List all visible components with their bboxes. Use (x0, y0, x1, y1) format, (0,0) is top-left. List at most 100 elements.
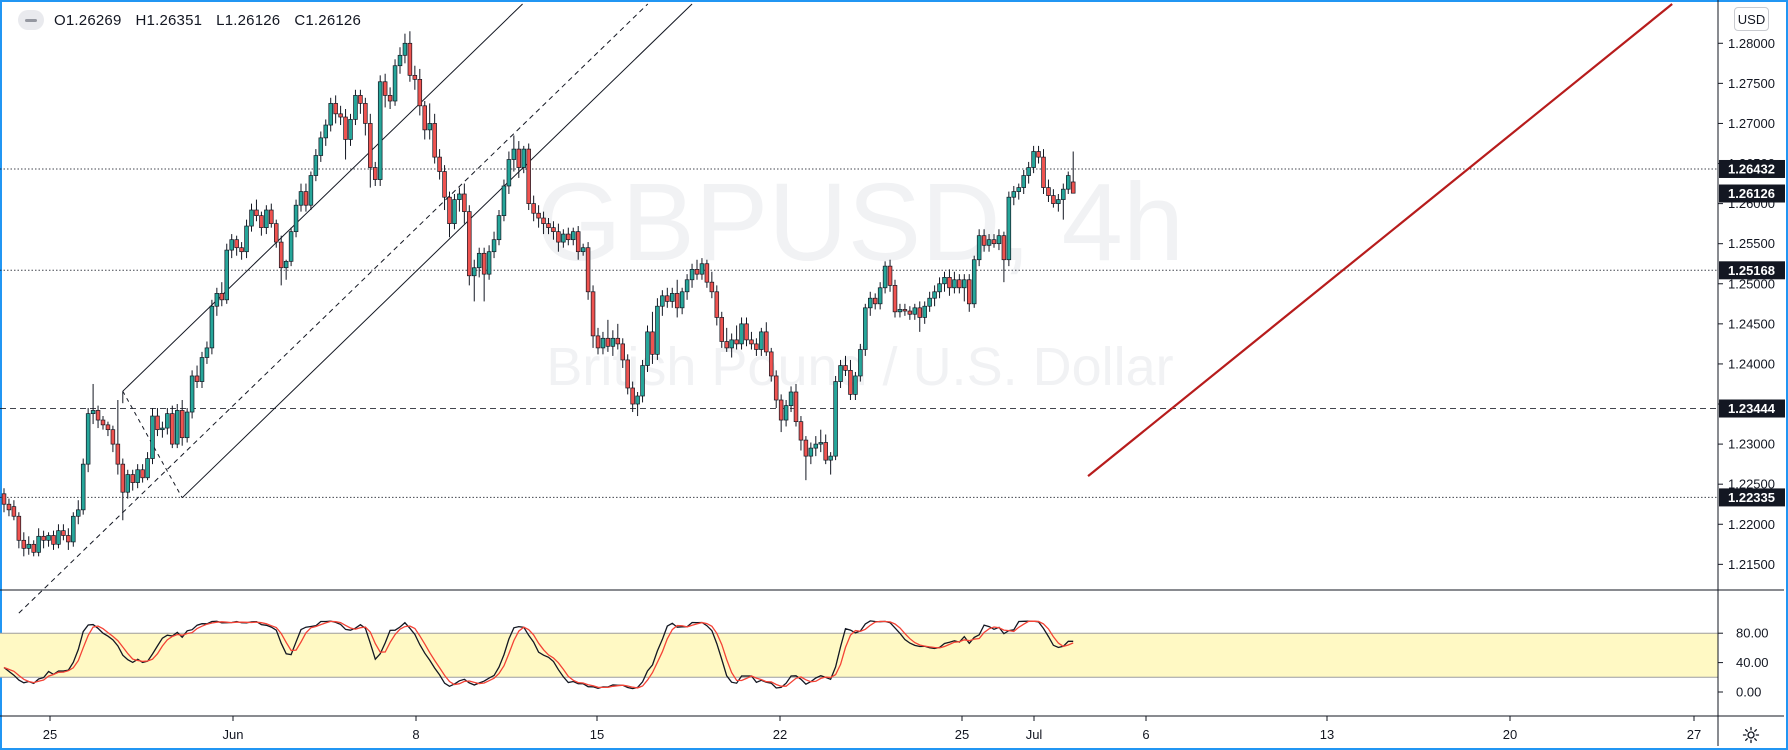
stochastic-pane (0, 620, 1718, 690)
stochastic-k-line[interactable] (3, 620, 1074, 690)
candle-body (259, 215, 264, 229)
stochastic-d-line[interactable] (3, 620, 1074, 689)
candle (452, 193, 457, 230)
candle-body (783, 405, 789, 421)
price-badge-label: 1.25168 (1728, 263, 1775, 278)
candle-body (630, 387, 635, 405)
uptrend-line[interactable] (1087, 3, 1673, 478)
candle (234, 235, 239, 256)
candle-body (679, 291, 685, 309)
candle-body (382, 81, 388, 96)
price-badge-label: 1.23444 (1728, 401, 1776, 416)
candle-body (41, 535, 46, 541)
candle-body (160, 427, 165, 431)
candle-body (887, 265, 893, 286)
candle-body (754, 343, 759, 350)
candle-body (635, 395, 640, 405)
candle (694, 259, 700, 280)
time-tick-label: 27 (1687, 727, 1701, 742)
candle-body (481, 252, 487, 275)
candle-body (570, 231, 576, 241)
time-tick-label: 25 (43, 727, 57, 742)
candle (115, 400, 121, 475)
watermark-symbol: GBPUSD, 4h (536, 161, 1184, 284)
candle-body (625, 359, 630, 389)
candle-body (1065, 175, 1071, 190)
candle (996, 229, 1002, 251)
candle (541, 211, 546, 235)
candle (1065, 171, 1071, 194)
candle-body (615, 337, 621, 345)
candle (853, 371, 858, 401)
candle (46, 532, 51, 547)
candle (858, 343, 863, 382)
price-badge[interactable] (1719, 184, 1785, 203)
candle (803, 436, 809, 481)
candle (729, 333, 734, 358)
candle-body (392, 65, 398, 102)
candle (249, 203, 254, 232)
candle-body (303, 191, 309, 206)
candle-body (585, 247, 591, 293)
candle (724, 327, 729, 352)
legend-collapse-toggle[interactable] (18, 10, 44, 30)
candle-body (981, 235, 987, 246)
candle-body (165, 413, 170, 429)
candle (570, 227, 576, 246)
price-badge[interactable] (1719, 159, 1785, 178)
candle-body (402, 42, 408, 56)
candle (828, 452, 833, 475)
candle-body (1006, 196, 1012, 261)
candle (714, 285, 720, 326)
candle-body (897, 309, 903, 313)
candle-body (1026, 167, 1031, 176)
candle (422, 100, 428, 140)
candle (863, 303, 868, 356)
candle (491, 231, 497, 259)
candle-body (199, 357, 205, 382)
channel-lower-line[interactable] (181, 3, 693, 499)
candle-body (457, 193, 462, 200)
candle-body (209, 305, 215, 349)
candle (892, 279, 898, 318)
candle-body (966, 279, 972, 305)
settings-gear-icon[interactable] (1742, 726, 1760, 744)
candle-body (902, 309, 908, 312)
candle (16, 512, 22, 549)
candle-body (318, 137, 324, 156)
candle (392, 59, 398, 106)
candle (957, 274, 962, 294)
candle-body (140, 469, 145, 479)
candle-body (976, 235, 982, 261)
candle-body (877, 287, 883, 305)
candle-body (912, 307, 918, 315)
candle-body (848, 370, 853, 395)
channel-median-line[interactable] (18, 3, 649, 614)
price-tick-label: 1.21500 (1728, 557, 1775, 572)
time-tick-label: 25 (955, 727, 969, 742)
candle (496, 210, 502, 246)
candle-body (768, 351, 774, 377)
candle-body (694, 268, 700, 275)
candle (437, 149, 442, 180)
currency-button[interactable]: USD (1734, 7, 1769, 31)
candle-body (808, 447, 814, 457)
candle (120, 458, 126, 521)
candle-body (605, 337, 611, 347)
price-badge[interactable] (1719, 261, 1785, 280)
channel-upper-line[interactable] (122, 3, 523, 392)
candle-body (610, 337, 616, 347)
price-badge[interactable] (1719, 488, 1785, 507)
candle (882, 261, 888, 294)
price-badge[interactable] (1719, 399, 1785, 418)
price-badge-label: 1.26126 (1728, 186, 1775, 201)
candle (130, 469, 135, 491)
candle (823, 434, 828, 465)
candle (971, 255, 977, 308)
candle-body (373, 167, 378, 180)
candle-body (749, 339, 754, 345)
candle-body (21, 539, 27, 549)
candle-body (264, 209, 269, 229)
